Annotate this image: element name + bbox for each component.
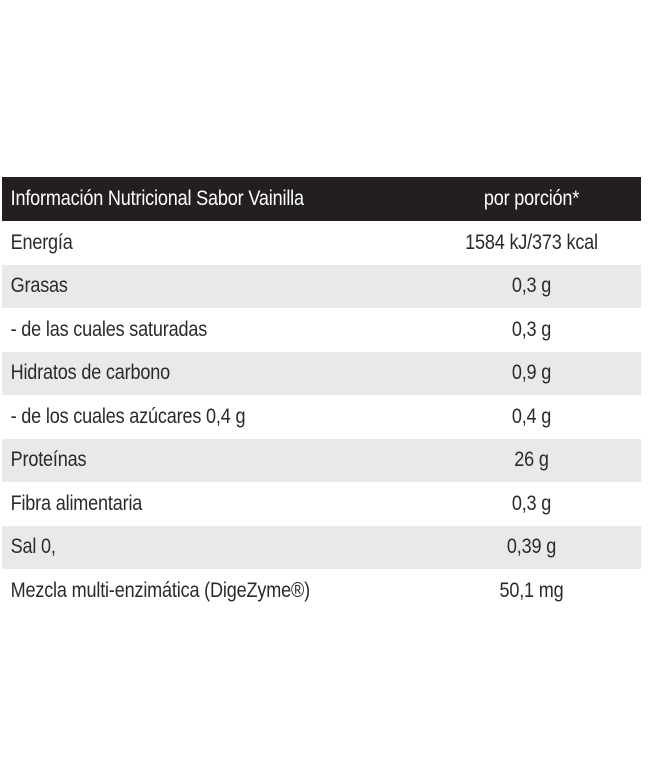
row-label: Proteínas [10,448,87,472]
row-value: 0,3 g [511,317,552,341]
table-header-row: Información Nutricional Sabor Vainilla p… [2,177,641,221]
table-row-fat: Grasas 0,3 g [2,264,641,308]
row-label: Fibra alimentaria [10,491,143,515]
table-row-energy: Energía 1584 kJ/373 kcal [2,221,641,265]
table-row-saturated-fat: - de las cuales saturadas 0,3 g [2,308,641,352]
row-label: - de los cuales azúcares 0,4 g [10,404,246,428]
nutrition-table: Información Nutricional Sabor Vainilla p… [2,177,641,613]
table-row-fiber: Fibra alimentaria 0,3 g [2,482,641,526]
row-value: 0,9 g [511,361,552,385]
table-row-enzyme-blend: Mezcla multi-enzimática (DigeZyme®) 50,1… [2,569,641,613]
row-value: 26 g [514,448,549,472]
table-row-protein: Proteínas 26 g [2,438,641,482]
header-value: por porción* [483,187,580,210]
row-label: - de las cuales saturadas [10,317,208,341]
row-value: 0,3 g [511,491,552,515]
row-value: 0,39 g [506,535,557,559]
header-label: Información Nutricional Sabor Vainilla [10,187,304,210]
row-label: Grasas [10,274,68,298]
row-label: Hidratos de carbono [10,361,171,385]
table-row-carbohydrates: Hidratos de carbono 0,9 g [2,351,641,395]
row-value: 50,1 mg [499,578,564,602]
row-value: 0,3 g [511,274,552,298]
row-label: Sal 0, [10,535,56,559]
row-label: Mezcla multi-enzimática (DigeZyme®) [10,578,310,602]
row-value: 0,4 g [511,404,552,428]
row-label: Energía [10,230,73,254]
table-row-salt: Sal 0, 0,39 g [2,525,641,569]
table-row-sugars: - de los cuales azúcares 0,4 g 0,4 g [2,395,641,439]
row-value: 1584 kJ/373 kcal [465,230,598,254]
